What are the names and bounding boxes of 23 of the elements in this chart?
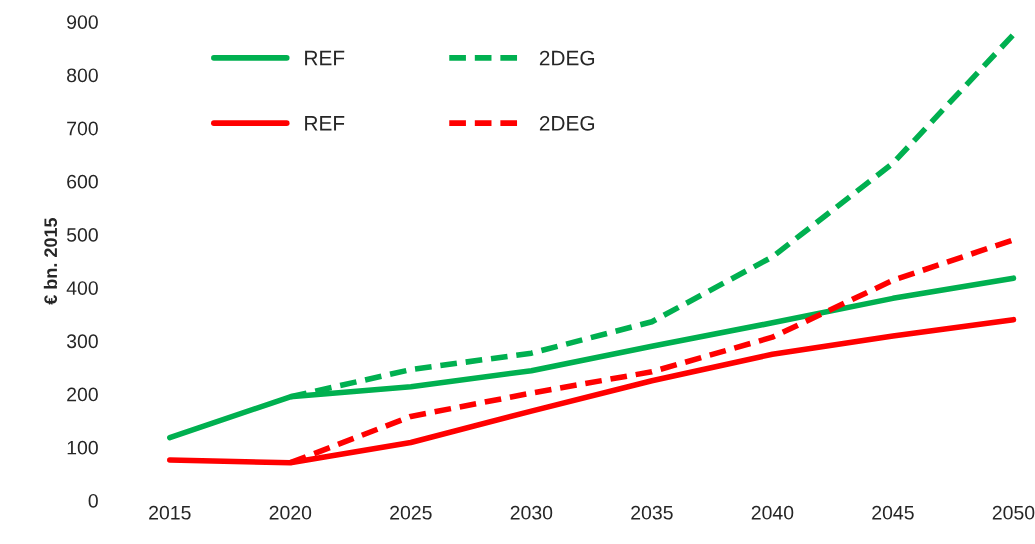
- x-tick-label: 2020: [269, 505, 312, 520]
- legend-label: 2DEG: [539, 50, 595, 66]
- x-tick-label: 2025: [390, 505, 432, 520]
- y-tick-label: 400: [66, 281, 98, 295]
- x-tick-label: 2040: [751, 505, 794, 520]
- x-tick-label: 2015: [149, 505, 191, 520]
- y-tick-label: 800: [67, 68, 98, 83]
- y-axis-title: € bn. 2015: [43, 217, 58, 305]
- y-tick-label: 500: [66, 227, 98, 242]
- x-tick-label: 2050: [992, 505, 1035, 520]
- legend-label: REF: [305, 50, 345, 66]
- y-tick-label: 600: [67, 174, 98, 189]
- legend-label: 2DEG: [539, 115, 595, 131]
- legend-label: REF: [305, 116, 345, 131]
- y-tick-label: 700: [67, 121, 98, 136]
- x-tick-label: 2035: [631, 505, 673, 520]
- x-tick-label: 2045: [872, 505, 914, 520]
- x-tick-label: 2030: [510, 505, 553, 520]
- y-tick-label: 900: [67, 15, 98, 29]
- y-tick-label: 300: [66, 334, 98, 349]
- y-tick-label: 200: [67, 387, 98, 402]
- y-tick-label: 0: [88, 493, 98, 508]
- y-tick-label: 100: [67, 440, 98, 455]
